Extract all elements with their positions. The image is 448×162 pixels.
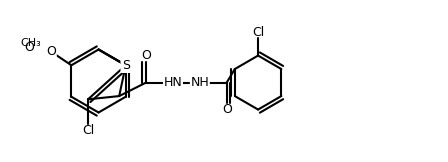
Text: O: O <box>24 41 34 54</box>
Text: O: O <box>46 45 56 58</box>
Text: O: O <box>222 103 232 116</box>
Text: CH₃: CH₃ <box>21 38 42 48</box>
Text: S: S <box>122 59 130 72</box>
Text: O: O <box>141 49 151 62</box>
Text: NH: NH <box>190 76 209 89</box>
Text: HN: HN <box>164 76 182 89</box>
Text: Cl: Cl <box>252 26 264 39</box>
Text: Cl: Cl <box>82 124 94 137</box>
